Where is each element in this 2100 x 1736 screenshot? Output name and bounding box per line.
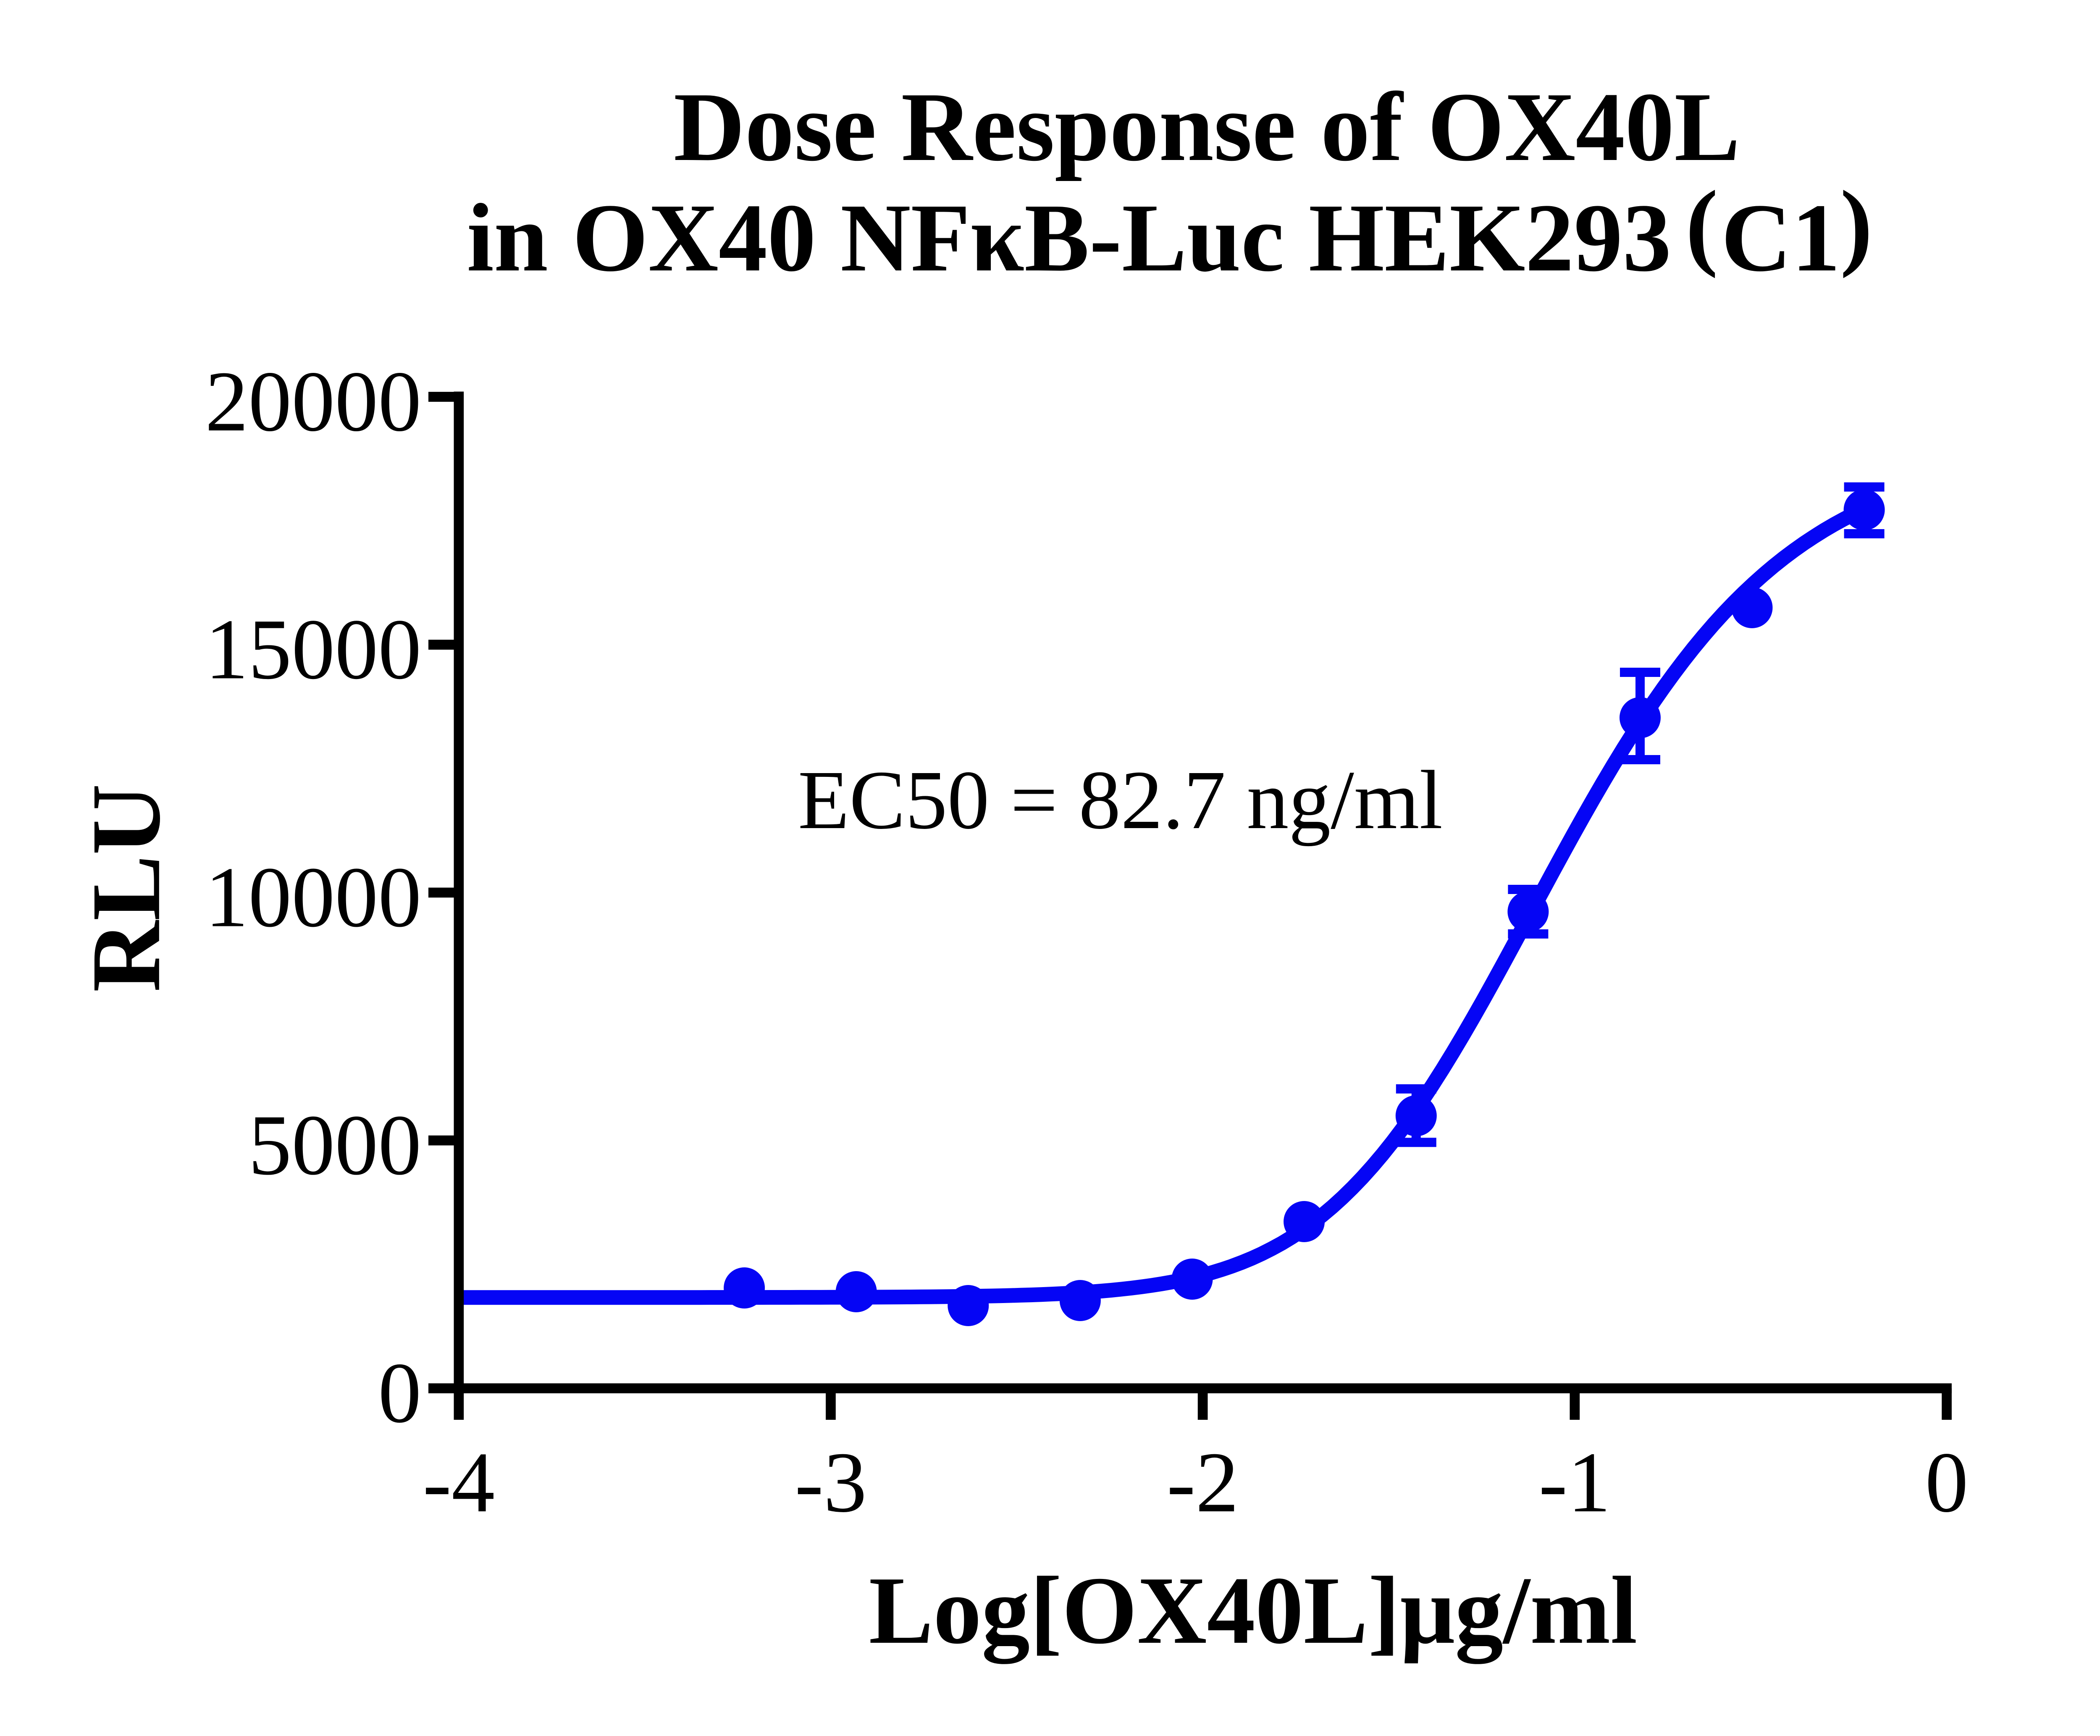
svg-text:C1: C1 — [1721, 184, 1840, 292]
svg-text:0: 0 — [1925, 1434, 1969, 1530]
svg-text:10000: 10000 — [205, 849, 421, 945]
svg-text:Dose Response of OX40L: Dose Response of OX40L — [674, 72, 1740, 181]
svg-text:-4: -4 — [423, 1434, 495, 1530]
svg-text:0: 0 — [378, 1345, 421, 1441]
svg-text:): ) — [1840, 171, 1872, 279]
svg-text:in OX40 NFκB-Luc HEK293: in OX40 NFκB-Luc HEK293 — [467, 184, 1671, 292]
svg-text:-1: -1 — [1538, 1434, 1611, 1530]
svg-text:Log[OX40L]μg/ml: Log[OX40L]μg/ml — [869, 1557, 1638, 1664]
svg-text:RLU: RLU — [71, 784, 181, 992]
svg-text:-3: -3 — [795, 1434, 867, 1530]
svg-text:20000: 20000 — [205, 353, 421, 449]
svg-text:5000: 5000 — [248, 1097, 421, 1193]
svg-text:-2: -2 — [1167, 1434, 1239, 1530]
svg-text:(: ( — [1685, 171, 1718, 279]
svg-text:EC50 = 82.7 ng/ml: EC50 = 82.7 ng/ml — [798, 754, 1443, 847]
svg-text:15000: 15000 — [205, 601, 421, 697]
